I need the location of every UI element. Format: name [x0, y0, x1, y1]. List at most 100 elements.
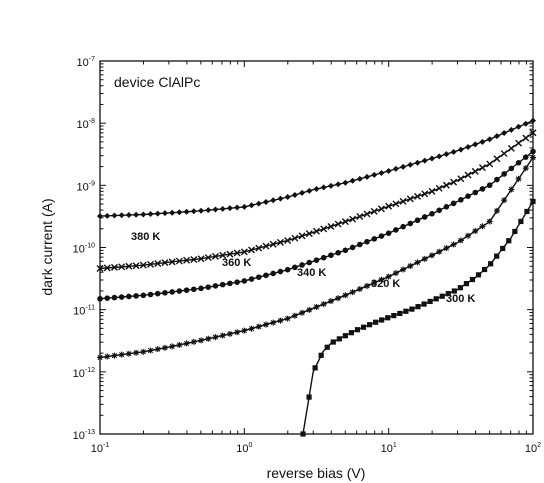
y-tick-label: 10-11 — [73, 305, 95, 318]
data-point — [409, 306, 415, 312]
data-point — [291, 234, 299, 242]
series-line — [99, 150, 534, 300]
plot-frame — [99, 60, 534, 435]
data-point — [118, 294, 125, 300]
data-point — [169, 289, 175, 295]
data-point — [522, 134, 530, 142]
series-label-360k: 360 K — [222, 257, 251, 269]
series-340k — [97, 148, 536, 302]
data-point — [205, 284, 212, 290]
data-point — [421, 190, 429, 198]
data-point — [320, 301, 327, 308]
data-point — [291, 312, 298, 319]
data-point — [373, 319, 379, 325]
data-point — [508, 186, 515, 193]
data-point — [169, 209, 176, 216]
data-point — [500, 245, 506, 252]
data-point — [445, 291, 451, 297]
data-point — [421, 157, 428, 164]
data-point — [183, 287, 190, 293]
data-point — [299, 309, 306, 316]
data-point — [524, 208, 530, 215]
data-point — [385, 202, 393, 210]
data-point — [110, 263, 118, 271]
data-point — [248, 325, 255, 332]
data-point — [436, 207, 442, 214]
data-point — [233, 249, 241, 257]
data-point — [530, 198, 536, 205]
data-point — [450, 178, 458, 186]
data-point — [298, 232, 306, 240]
data-point — [472, 141, 479, 148]
series-label-380k: 380 K — [131, 231, 160, 243]
data-point — [306, 259, 313, 266]
data-point — [349, 244, 356, 251]
data-point — [291, 191, 298, 198]
data-point — [457, 175, 465, 183]
data-point — [530, 154, 536, 161]
data-point — [262, 198, 269, 205]
data-point — [371, 171, 378, 178]
data-point — [385, 273, 392, 280]
data-point — [241, 203, 248, 210]
data-point — [154, 290, 161, 297]
data-point — [126, 293, 132, 300]
data-point — [132, 262, 140, 270]
data-point — [111, 352, 118, 359]
data-point — [133, 349, 140, 356]
data-point — [190, 255, 198, 263]
data-point — [392, 200, 400, 208]
data-point — [190, 208, 197, 215]
data-point — [255, 200, 262, 207]
data-point — [147, 260, 155, 268]
data-point — [277, 195, 284, 202]
data-point — [219, 251, 227, 259]
data-point — [435, 184, 443, 192]
data-point — [248, 276, 255, 282]
x-tick-label: 10-1 — [91, 442, 110, 455]
data-point — [377, 205, 385, 213]
series-300k — [300, 198, 536, 437]
data-point — [414, 159, 421, 166]
data-point — [161, 259, 169, 267]
data-point — [313, 186, 320, 193]
data-point — [140, 348, 147, 355]
data-point — [507, 144, 515, 152]
data-point — [140, 211, 147, 218]
data-point — [508, 126, 515, 133]
y-tick-label: 10-10 — [73, 243, 95, 256]
series-line — [99, 119, 534, 217]
series-layer — [96, 117, 537, 437]
data-point — [494, 176, 500, 183]
data-point — [168, 258, 176, 266]
data-point — [139, 261, 147, 269]
data-point — [133, 211, 140, 218]
data-point — [234, 329, 241, 336]
data-point — [104, 353, 111, 360]
data-point — [191, 286, 197, 293]
data-point — [342, 333, 348, 339]
data-point — [371, 279, 378, 286]
data-point — [392, 165, 399, 172]
data-point — [371, 236, 378, 242]
data-point — [436, 248, 443, 255]
data-point — [212, 334, 219, 341]
data-point — [284, 266, 291, 273]
ticks-layer: 10-1 100 101 102 10-13 10-12 10-11 10-10 10-9 10-… — [73, 56, 542, 455]
data-point — [211, 252, 219, 260]
data-point — [522, 165, 529, 172]
data-point — [198, 337, 205, 344]
data-point — [97, 295, 103, 302]
data-point — [379, 317, 385, 323]
data-point — [306, 306, 313, 313]
data-point — [428, 252, 435, 259]
series-line — [99, 132, 534, 270]
y-tick-label: 10-8 — [77, 118, 96, 131]
data-point — [443, 245, 450, 252]
data-point — [493, 133, 500, 140]
data-point — [169, 343, 176, 350]
data-point — [262, 242, 270, 250]
data-point — [486, 136, 493, 143]
data-point — [493, 155, 501, 163]
